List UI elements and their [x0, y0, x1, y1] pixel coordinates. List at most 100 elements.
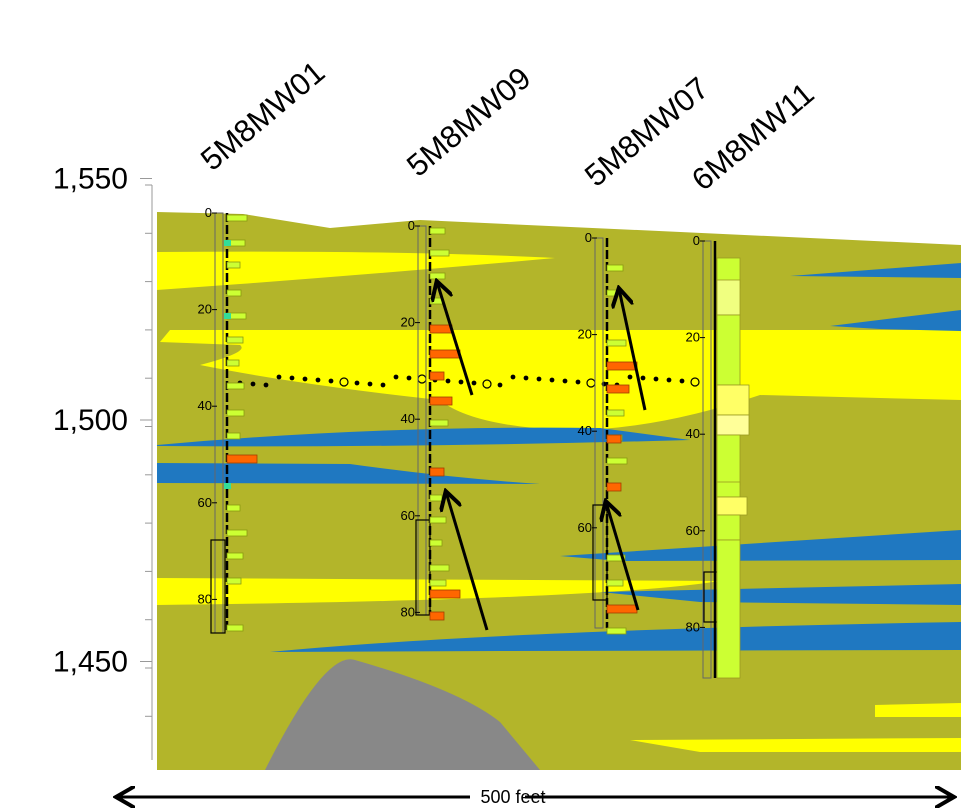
interval	[717, 482, 740, 497]
depth-label: 20	[578, 327, 592, 342]
interval	[227, 337, 243, 343]
interval	[717, 385, 749, 415]
depth-label: 80	[198, 591, 212, 606]
water-table-dot	[290, 376, 294, 380]
water-table-dot	[537, 377, 541, 381]
interval	[607, 265, 623, 271]
interval	[430, 250, 449, 256]
scale-bar: 500 feet	[117, 787, 953, 807]
interval	[607, 458, 627, 464]
interval	[227, 553, 243, 559]
water-table-dot	[524, 376, 528, 380]
water-table-dot	[459, 380, 463, 384]
water-table-dot	[277, 375, 281, 379]
depth-label: 40	[686, 426, 700, 441]
sand-lens	[875, 703, 961, 717]
interval	[227, 262, 240, 268]
interval	[717, 540, 740, 678]
depth-label: 20	[686, 330, 700, 345]
interval	[227, 625, 243, 631]
interval	[717, 315, 740, 385]
interval	[607, 340, 626, 346]
depth-label: 0	[585, 230, 592, 245]
depth-label: 0	[693, 233, 700, 248]
water-table-dot	[329, 379, 333, 383]
interval	[607, 605, 637, 613]
interval	[227, 505, 240, 511]
depth-label: 40	[198, 398, 212, 413]
water-table-dot	[563, 379, 567, 383]
well-name: 5M8MW01	[194, 54, 331, 177]
interval	[430, 612, 444, 620]
interval	[227, 215, 247, 221]
water-table-dot	[680, 379, 684, 383]
interval	[430, 468, 444, 476]
water-table-dot	[316, 378, 320, 382]
interval	[224, 483, 231, 489]
depth-label: 60	[686, 523, 700, 538]
water-table-dot	[628, 375, 632, 379]
interval	[430, 273, 445, 279]
interval	[227, 360, 239, 366]
interval	[227, 530, 247, 536]
water-table-dot	[355, 381, 359, 385]
interval	[717, 497, 747, 515]
depth-label: 40	[578, 423, 592, 438]
interval	[430, 420, 448, 426]
depth-label: 0	[408, 218, 415, 233]
water-table-dot	[472, 381, 476, 385]
water-table-dot	[667, 378, 671, 382]
interval	[224, 313, 231, 319]
depth-label: 80	[401, 604, 415, 619]
interval	[430, 580, 446, 586]
water-table-dot	[446, 379, 450, 383]
depth-label: 60	[578, 520, 592, 535]
axis-label: 1,450	[53, 646, 128, 679]
interval	[430, 372, 444, 380]
interval	[227, 410, 244, 416]
interval	[430, 517, 446, 523]
olive-layer	[157, 212, 961, 770]
depth-label: 60	[401, 508, 415, 523]
interval	[607, 385, 629, 393]
interval	[227, 578, 241, 584]
elevation-axis: 1,5501,5001,450	[53, 163, 152, 761]
axis-label: 1,550	[53, 163, 128, 196]
interval	[607, 628, 626, 634]
water-table-dot	[641, 376, 645, 380]
interval	[607, 483, 621, 491]
water-table-dot	[303, 377, 307, 381]
depth-label: 40	[401, 411, 415, 426]
well-name: 5M8MW09	[400, 60, 537, 183]
depth-label: 0	[205, 205, 212, 220]
water-table-dot	[576, 380, 580, 384]
interval	[224, 240, 231, 246]
interval	[430, 350, 460, 358]
water-table-dot	[654, 377, 658, 381]
scale-label: 500 feet	[480, 787, 545, 807]
depth-label: 60	[198, 495, 212, 510]
strata	[157, 212, 961, 770]
water-table-dot	[251, 382, 255, 386]
page: 5M8MW010204060805M8MW090204060805M8MW070…	[0, 0, 961, 810]
interval	[607, 580, 623, 586]
water-table-dot	[394, 375, 398, 379]
water-table-dot	[368, 382, 372, 386]
interval	[607, 435, 621, 443]
interval	[227, 383, 244, 389]
interval	[227, 455, 257, 463]
interval	[717, 280, 740, 315]
interval	[430, 590, 460, 598]
interval	[717, 435, 740, 485]
interval	[717, 415, 749, 435]
interval	[607, 362, 637, 370]
water-table-dot	[498, 383, 502, 387]
interval	[430, 228, 445, 234]
water-table-dot	[407, 376, 411, 380]
water-table-dot	[264, 383, 268, 387]
interval	[430, 565, 449, 571]
interval	[430, 495, 442, 501]
interval	[607, 410, 624, 416]
interval	[430, 325, 452, 333]
interval	[227, 433, 240, 439]
